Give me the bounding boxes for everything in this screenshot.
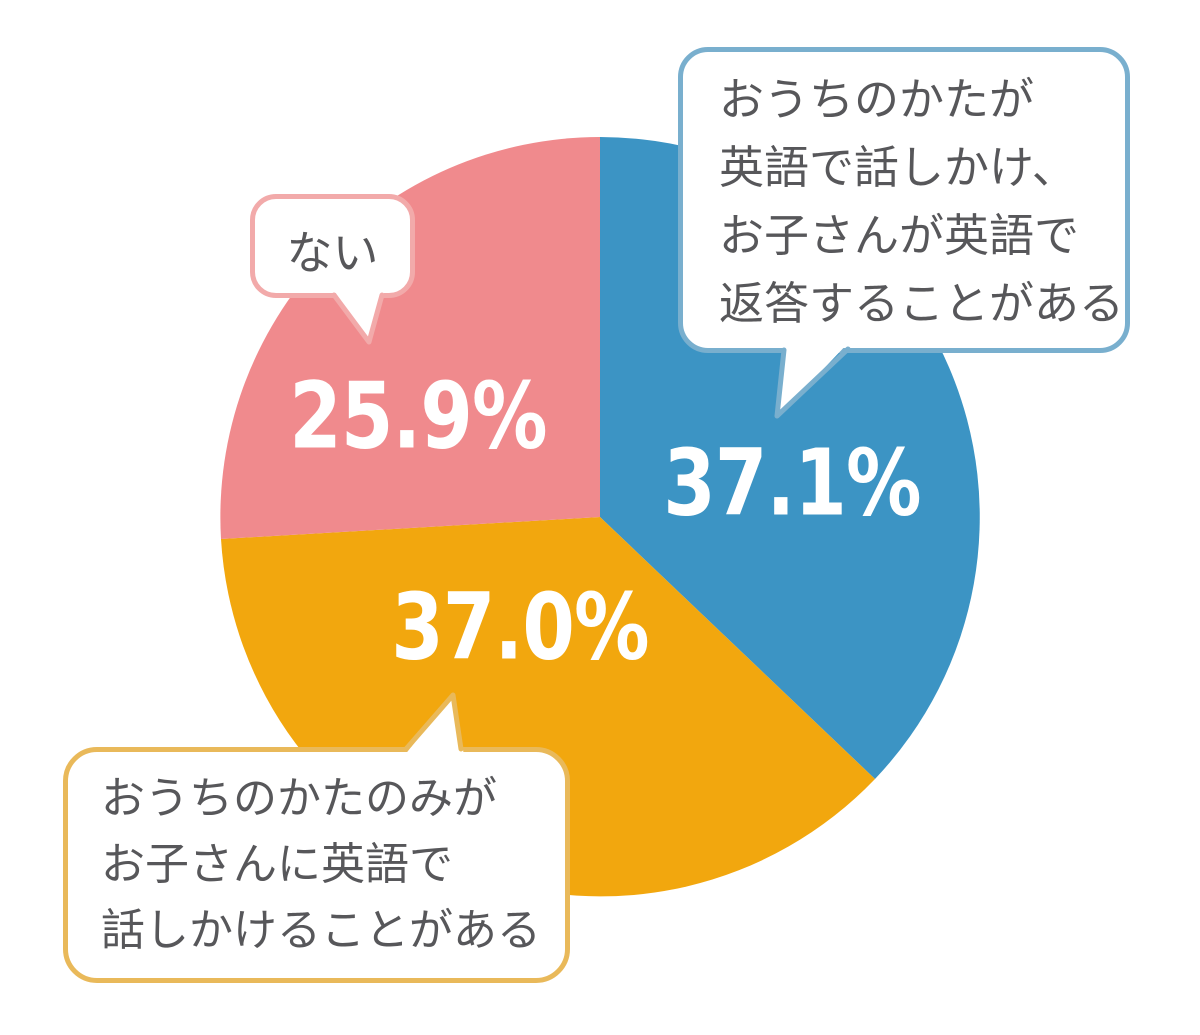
callout-none: ない [250, 194, 415, 298]
callout-blue-line-1: おうちのかたが [719, 73, 1035, 126]
callout-blue: おうちのかたが 英語で話しかけ、 お子さんが英語で 返答することがある [678, 47, 1130, 353]
callout-orange-line-2: お子さんに英語で [101, 839, 453, 890]
pie-slice-pink [220, 137, 600, 539]
callout-none-line-1: ない [286, 226, 379, 280]
callout-orange: おうちのかたのみが お子さんに英語で 話しかけることがある [63, 747, 570, 983]
callout-orange-line-1: おうちのかたのみが [101, 773, 497, 824]
percentage-label-blue: 37.1% [663, 429, 921, 537]
percentage-label-pink: 25.9% [289, 362, 547, 470]
callout-orange-line-3: 話しかけることがある [101, 905, 541, 956]
callout-blue-line-3: お子さんが英語で [719, 209, 1080, 262]
callout-blue-line-2: 英語で話しかけ、 [719, 141, 1077, 194]
callout-blue-line-4: 返答することがある [719, 277, 1125, 330]
percentage-label-orange: 37.0% [391, 573, 649, 681]
